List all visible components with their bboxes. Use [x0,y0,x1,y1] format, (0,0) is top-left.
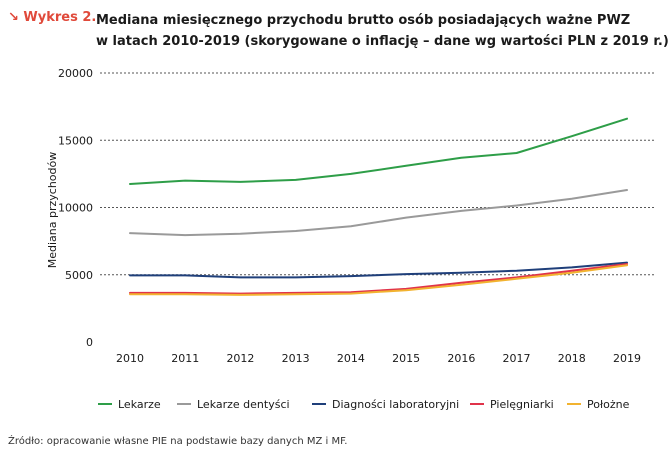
legend-label-4: Położne [587,398,630,411]
x-tick-label: 2013 [282,352,310,365]
series-line-3 [129,263,628,295]
chart-title-line1: Mediana miesięcznego przychodu brutto os… [96,13,631,28]
gridlines [100,72,655,276]
series-line-1 [129,189,628,237]
y-tick-label: 10000 [58,202,93,215]
legend-label-1: Lekarze dentyści [197,398,290,411]
x-axis-ticks: 2010 2011 2012 2013 2014 2015 2016 2017 2018 2019 [116,352,641,365]
x-tick-label: 2010 [116,352,144,365]
series-line-4 [129,264,628,296]
chart-number-label: ↘ Wykres 2. [8,10,97,25]
x-tick-label: 2014 [337,352,365,365]
chart-title: Mediana miesięcznego przychodu brutto os… [96,10,669,52]
series-lines [129,117,628,296]
y-axis-label: Mediana przychodów [46,152,59,269]
y-axis-ticks: 0 5000 10000 15000 20000 [58,67,93,349]
y-tick-label: 0 [86,336,93,349]
x-tick-label: 2015 [392,352,420,365]
x-tick-label: 2017 [503,352,531,365]
series-line-2 [129,261,628,279]
x-tick-label: 2018 [558,352,586,365]
y-tick-label: 5000 [65,269,93,282]
x-tick-label: 2016 [447,352,475,365]
legend-label-0: Lekarze [118,398,161,411]
source-note: Źródło: opracowanie własne PIE na podsta… [8,436,348,447]
x-tick-label: 2019 [613,352,641,365]
legend-label-2: Diagności laboratoryjni [332,398,459,411]
y-tick-label: 20000 [58,67,93,80]
y-tick-label: 15000 [58,134,93,147]
x-tick-label: 2012 [226,352,254,365]
x-tick-label: 2011 [171,352,199,365]
legend: Lekarze Lekarze dentyści Diagności laborat… [98,398,630,411]
series-line-0 [129,117,628,185]
legend-label-3: Pielęgniarki [490,398,554,411]
chart-title-line2: w latach 2010-2019 (skorygowane o inflac… [96,34,669,49]
